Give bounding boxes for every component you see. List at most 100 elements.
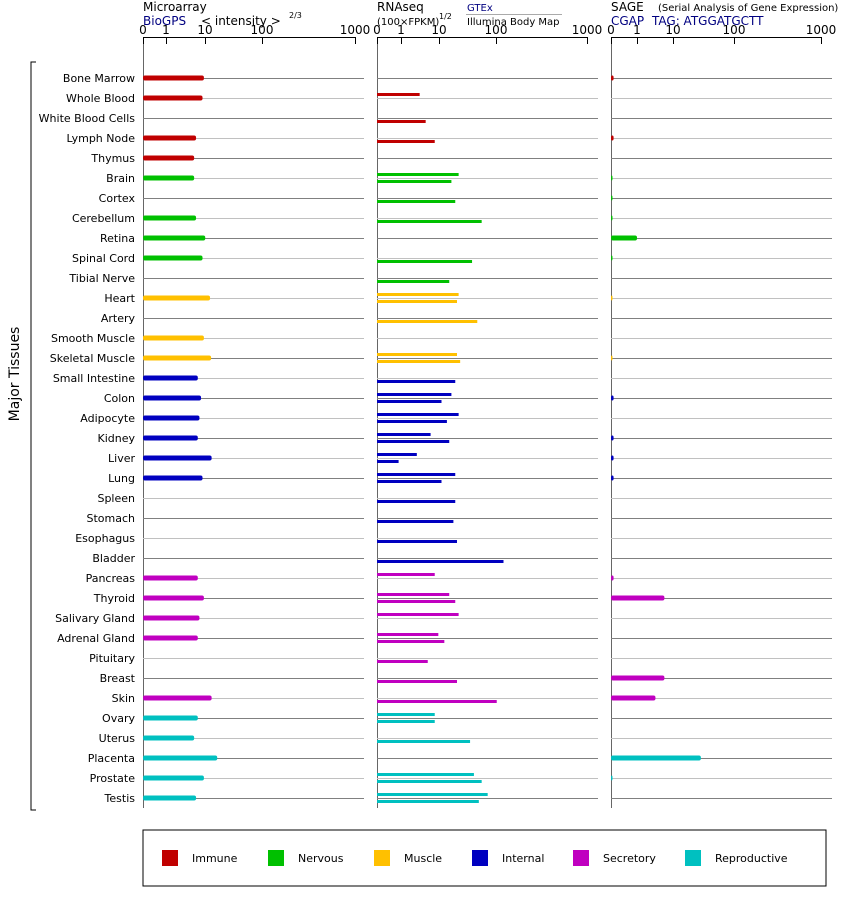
gtex-bar [377,173,459,176]
biogps-source-link[interactable]: BioGPS [143,14,186,28]
illumina-bar [377,660,428,663]
illumina-bar [377,720,435,723]
illumina-bar [377,780,482,783]
illumina-bar [377,220,482,223]
illumina-bar [377,300,457,303]
gtex-bar [377,713,435,716]
microarray-bar [143,755,218,761]
microarray-bar [143,175,195,181]
microarray-bar [143,595,204,601]
legend-swatch-immune [162,850,178,866]
tissue-label: Whole Blood [66,92,135,105]
microarray-bar [143,795,197,801]
tissue-label: Bone Marrow [63,72,135,85]
legend-swatch-internal [472,850,488,866]
tissue-label: Kidney [97,432,135,445]
tissue-label: Pancreas [86,572,136,585]
microarray-bar [143,615,200,621]
legend-label-nervous: Nervous [298,852,344,865]
panel-headers: Microarray BioGPS < intensity > 2/3 RNAs… [143,0,838,28]
tissue-label: Spinal Cord [72,252,135,265]
sage-bar [611,235,637,241]
illumina-bar [377,120,426,123]
tissue-label: Lymph Node [66,132,135,145]
illumina-bar [377,600,456,603]
microarray-bar [143,295,211,301]
tissue-label: Artery [101,312,136,325]
tissue-label: Skin [112,692,135,705]
sage-bar [611,255,613,261]
illumina-bar [377,260,473,263]
microarray-bar [143,355,212,361]
microarray-bar [143,335,204,341]
gtex-bar [377,613,459,616]
tissue-label: White Blood Cells [39,112,136,125]
y-axis-label: Major Tissues [7,327,23,422]
tissue-label: Esophagus [75,532,135,545]
panel-1-tick-label-4: 1000 [572,23,603,37]
tissue-label: Testis [104,792,136,805]
panel-0-tick-label-0: 0 [139,23,147,37]
tissue-label: Thymus [90,152,135,165]
panel-0-tick-label-2: 10 [197,23,212,37]
illumina-bar [377,420,447,423]
rnaseq-title: RNAseq [377,0,424,14]
tissue-label: Lung [108,472,135,485]
rnaseq-unit-label: (100×FPKM) [377,17,439,28]
gtex-bar [377,393,452,396]
microarray-bar [143,215,197,221]
illumina-bar [377,440,450,443]
illumina-bar [377,540,457,543]
microarray-bar [143,415,200,421]
tissue-label: Pituitary [89,652,135,665]
illumina-bar [377,140,435,143]
legend-swatch-muscle [374,850,390,866]
panel-2-tick-label-3: 100 [723,23,746,37]
panel-2-tick-label-2: 10 [665,23,680,37]
illumina-bar [377,380,456,383]
microarray-bar [143,435,198,441]
microarray-bar [143,255,203,261]
microarray-bar [143,395,202,401]
gtex-source-link[interactable]: GTEx [467,3,493,14]
tissue-label: Adrenal Gland [57,632,135,645]
illumina-bar [377,180,452,183]
expression-bars [143,75,701,803]
microarray-bar [143,155,195,161]
legend-label-secretory: Secretory [603,852,656,865]
sage-tag-label: TAG: ATGGATGCTT [651,14,764,28]
gtex-bar [377,793,488,796]
illumina-bar [377,740,471,743]
tissue-label: Cerebellum [72,212,135,225]
microarray-bar [143,575,198,581]
axes: 0 1 10 100 1000 0 1 10 100 1000 0 1 10 100 1000 [139,23,836,808]
legend-label-immune: Immune [192,852,238,865]
tissue-label: Adipocyte [80,412,135,425]
sage-title: SAGE [611,0,644,14]
illumina-bar [377,320,478,323]
microarray-bar [143,95,203,101]
illumina-bar [377,460,399,463]
tissue-label: Bladder [92,552,135,565]
microarray-bar [143,235,206,241]
legend-swatch-secretory [573,850,589,866]
sage-bar [611,695,656,701]
illumina-bar [377,520,454,523]
sage-bar [611,455,614,461]
sage-bar [611,675,665,681]
legend: Immune Nervous Muscle Internal Secretory Repr… [162,850,788,866]
tissue-group-bracket [30,61,36,811]
tissue-rows: Bone Marrow Whole Blood White Blood Cells L… [39,72,832,805]
gtex-bar [377,93,420,96]
legend-label-reproductive: Reproductive [715,852,788,865]
panel-1-tick-label-0: 0 [373,23,381,37]
gtex-bar [377,593,450,596]
microarray-bar [143,375,198,381]
sage-bar [611,755,701,761]
legend-swatch-nervous [268,850,284,866]
gtex-bar [377,353,457,356]
legend-label-muscle: Muscle [404,852,442,865]
tissue-label: Skeletal Muscle [50,352,135,365]
cgap-source-link[interactable]: CGAP [611,14,644,28]
tissue-label: Smooth Muscle [51,332,135,345]
